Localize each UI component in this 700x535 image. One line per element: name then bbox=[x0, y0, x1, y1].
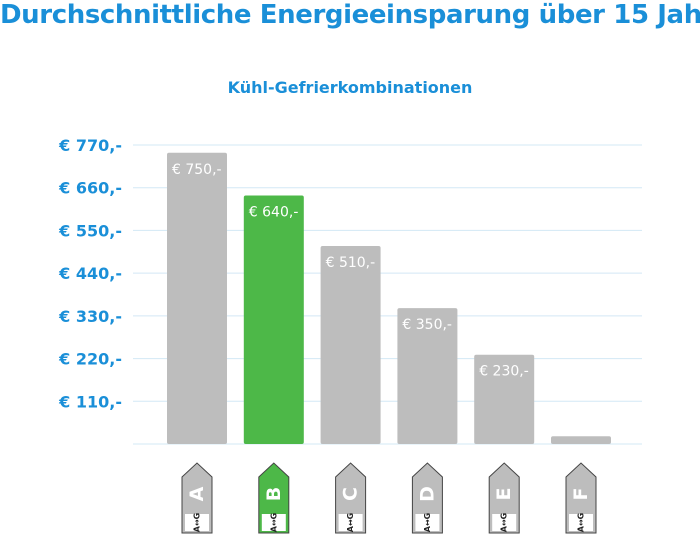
energy-class-letter: F bbox=[570, 488, 592, 501]
y-tick-label: € 440,- bbox=[58, 264, 122, 283]
energy-scale-text: A↔G bbox=[500, 513, 509, 532]
y-tick-label: € 110,- bbox=[58, 392, 122, 411]
energy-scale-badge bbox=[185, 514, 209, 531]
energy-scale-text: A↔G bbox=[346, 513, 355, 532]
energy-scale-badge bbox=[338, 514, 363, 531]
energy-class-letter: A bbox=[186, 486, 208, 501]
bar-f bbox=[551, 436, 611, 444]
energy-scale-badge bbox=[569, 514, 593, 531]
y-tick-label: € 770,- bbox=[58, 136, 122, 155]
chart-subtitle: Kühl-Gefrierkombinationen bbox=[227, 78, 473, 97]
energy-scale-badge bbox=[415, 514, 440, 531]
bar-value-label: € 750,- bbox=[172, 162, 222, 178]
energy-scale-text: A↔G bbox=[423, 513, 432, 532]
energy-class-letter: E bbox=[493, 488, 515, 501]
bar-a bbox=[167, 152, 227, 444]
bar-value-label: € 640,- bbox=[249, 204, 299, 220]
bar-d bbox=[397, 308, 458, 444]
energy-scale-text: A↔G bbox=[269, 513, 278, 532]
y-tick-label: € 330,- bbox=[58, 307, 122, 326]
bar-value-label: € 230,- bbox=[479, 364, 529, 380]
energy-scale-badge bbox=[261, 514, 286, 531]
energy-scale-text: A↔G bbox=[193, 513, 202, 532]
y-tick-label: € 220,- bbox=[58, 350, 122, 369]
y-tick-label: € 660,- bbox=[58, 179, 122, 198]
bar-b bbox=[243, 195, 304, 444]
bar-c bbox=[320, 245, 381, 444]
energy-scale-badge bbox=[492, 514, 517, 531]
bar-e bbox=[474, 354, 535, 444]
bar-value-label: € 510,- bbox=[326, 255, 376, 271]
energy-scale-text: A↔G bbox=[577, 513, 586, 532]
energy-class-letter: D bbox=[416, 486, 438, 502]
chart-title: Durchschnittliche Energieeinsparung über… bbox=[0, 0, 700, 30]
energy-class-letter: B bbox=[263, 487, 285, 501]
bar-value-label: € 350,- bbox=[402, 317, 452, 333]
energy-class-letter: C bbox=[340, 487, 362, 501]
y-tick-label: € 550,- bbox=[58, 221, 122, 240]
